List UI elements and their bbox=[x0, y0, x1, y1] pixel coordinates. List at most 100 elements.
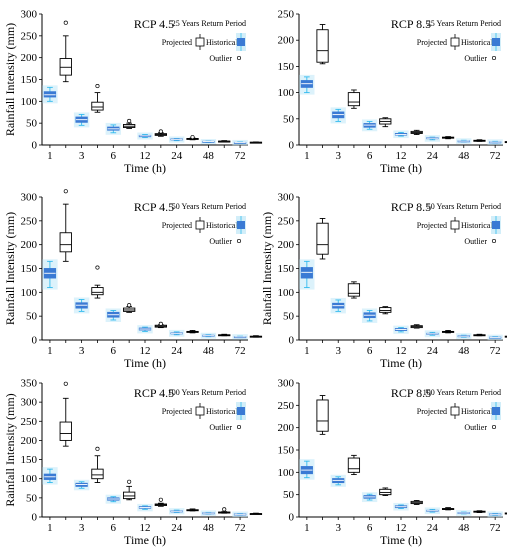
projected-box-6h bbox=[122, 479, 136, 501]
x-tick-label: 24 bbox=[427, 150, 439, 162]
outlier-point bbox=[158, 321, 163, 326]
projected-box-12h bbox=[154, 497, 168, 507]
x-tick-label: 12 bbox=[140, 150, 151, 162]
y-tick-label: 0 bbox=[32, 512, 38, 524]
historical-box-12h bbox=[393, 325, 409, 334]
return-period-label: 50 Years Return Period bbox=[172, 202, 246, 211]
box-iqr bbox=[316, 29, 329, 63]
projected-box-12h bbox=[410, 129, 423, 135]
y-axis-title: Rainfall Intensity (mm) bbox=[3, 393, 17, 506]
legend-historical-swatch bbox=[236, 402, 246, 420]
outlier-point bbox=[63, 381, 68, 386]
legend-outlier-marker bbox=[491, 55, 497, 61]
legend-projected-label: Projected bbox=[417, 407, 447, 416]
y-tick-label: 100 bbox=[21, 473, 38, 485]
legend-projected-label: Projected bbox=[162, 38, 192, 47]
historical-box-3h bbox=[73, 112, 90, 128]
legend: Projected Historical Outlier bbox=[162, 402, 246, 432]
x-tick-label: 12 bbox=[396, 522, 407, 534]
box-iqr bbox=[316, 222, 329, 255]
y-tick-label: 100 bbox=[278, 87, 295, 99]
historical-box-1h bbox=[42, 259, 58, 290]
projected-box-1h bbox=[316, 24, 329, 65]
projected-box-3h bbox=[91, 446, 104, 483]
legend-outlier-label: Outlier bbox=[209, 237, 232, 246]
historical-box-3h bbox=[73, 297, 90, 314]
chart-panel-3: 0 50 100 150 200 250 300 1 3 6 12 24 48 72 Time (h) Rai… bbox=[3, 189, 263, 370]
x-tick-label: 12 bbox=[140, 522, 151, 534]
historical-box-72h bbox=[232, 334, 248, 340]
historical-box-1h bbox=[299, 259, 315, 290]
projected-box-72h bbox=[249, 512, 263, 516]
historical-box-3h bbox=[330, 474, 346, 487]
legend-outlier-label: Outlier bbox=[464, 237, 487, 246]
legend-outlier-marker bbox=[236, 424, 242, 430]
y-axis-title: Rainfall Intensity (mm) bbox=[3, 212, 17, 325]
projected-box-6h bbox=[122, 303, 136, 313]
outlier-point bbox=[158, 129, 163, 134]
historical-box-72h bbox=[487, 334, 503, 341]
x-axis-title: Time (h) bbox=[380, 533, 422, 547]
panel-title: RCP 4.5 bbox=[134, 200, 174, 214]
legend: Projected Historical Outlier bbox=[417, 33, 501, 63]
y-tick-label: 0 bbox=[289, 335, 295, 347]
x-tick-label: 6 bbox=[367, 345, 373, 357]
chart-panel-5: 0 50 100 150 200 250 300 350 1 3 6 12 24 48 72 Time (h)… bbox=[3, 378, 263, 547]
x-tick-label: 1 bbox=[304, 522, 310, 534]
box-iqr bbox=[300, 267, 313, 279]
projected-box-48h bbox=[218, 333, 231, 337]
box-iqr bbox=[122, 491, 136, 500]
projected-box-12h bbox=[154, 129, 168, 137]
y-tick-label: 0 bbox=[32, 140, 38, 152]
y-tick-label: 50 bbox=[283, 489, 295, 501]
historical-box-6h bbox=[361, 492, 378, 503]
legend-outlier-marker bbox=[236, 55, 242, 61]
legend-historical-label: Historical bbox=[206, 407, 238, 416]
x-tick-label: 3 bbox=[335, 345, 341, 357]
projected-box-24h bbox=[441, 507, 455, 511]
legend: Projected Historical Outlier bbox=[417, 216, 501, 246]
outlier-point bbox=[158, 497, 163, 502]
x-tick-label: 12 bbox=[396, 150, 407, 162]
historical-box-6h bbox=[105, 122, 122, 135]
legend: Projected Historical Outlier bbox=[162, 33, 246, 63]
historical-box-6h bbox=[361, 119, 378, 132]
x-tick-label: 72 bbox=[490, 522, 501, 534]
x-tick-label: 72 bbox=[490, 345, 501, 357]
legend-outlier-marker bbox=[491, 424, 497, 430]
x-tick-label: 48 bbox=[203, 150, 215, 162]
x-tick-label: 1 bbox=[47, 522, 53, 534]
historical-box-24h bbox=[168, 329, 185, 337]
projected-box-48h bbox=[473, 139, 486, 142]
y-tick-label: 0 bbox=[32, 335, 38, 347]
y-tick-label: 100 bbox=[278, 467, 295, 479]
y-tick-label: 150 bbox=[21, 263, 38, 275]
y-tick-label: 200 bbox=[21, 52, 38, 64]
historical-box-3h bbox=[330, 297, 346, 314]
y-tick-label: 150 bbox=[21, 454, 38, 466]
y-tick-label: 50 bbox=[283, 311, 295, 323]
outlier-point bbox=[95, 265, 100, 270]
x-axis-title: Time (h) bbox=[124, 356, 166, 370]
projected-box-1h bbox=[316, 395, 329, 435]
x-tick-label: 3 bbox=[79, 522, 85, 534]
y-tick-label: 250 bbox=[278, 9, 295, 21]
historical-box-24h bbox=[168, 508, 185, 515]
historical-box-1h bbox=[42, 467, 58, 485]
projected-box-72h bbox=[504, 335, 507, 338]
box-iqr bbox=[316, 399, 329, 432]
y-tick-label: 200 bbox=[278, 239, 295, 251]
projected-box-24h bbox=[441, 136, 455, 140]
legend-historical-label: Historical bbox=[206, 38, 238, 47]
projected-box-1h bbox=[316, 217, 329, 260]
historical-box-48h bbox=[200, 510, 217, 516]
legend-historical-swatch bbox=[491, 216, 501, 234]
historical-box-72h bbox=[487, 511, 503, 518]
y-tick-label: 0 bbox=[289, 140, 295, 152]
projected-box-3h bbox=[91, 84, 104, 113]
historical-box-48h bbox=[456, 510, 472, 516]
legend-projected-swatch bbox=[195, 217, 205, 233]
x-tick-label: 24 bbox=[171, 345, 183, 357]
y-axis-title: Rainfall Intensity (mm) bbox=[260, 212, 274, 325]
projected-box-3h bbox=[91, 265, 104, 299]
